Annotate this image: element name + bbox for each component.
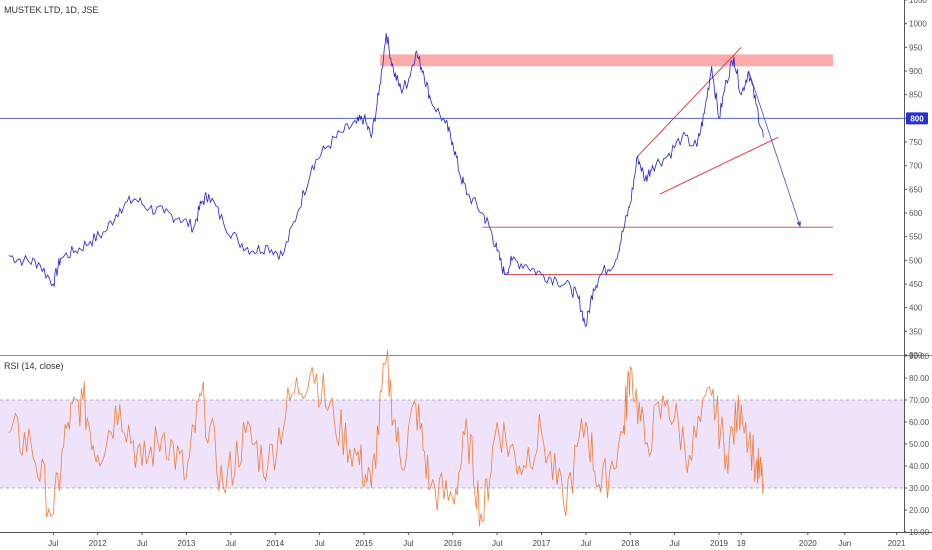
time-tick-label-19: 2021 [888,539,906,548]
time-tick-label-17: 2020 [799,539,817,548]
time-tick-label-11: 2017 [533,539,551,548]
price-tick-label-650: 650 [909,185,923,194]
price-tick-label-900: 900 [909,67,923,76]
time-tick-label-5: 2014 [266,539,284,548]
trend-lines [637,46,779,195]
rsi-band [0,400,904,488]
trend-line-1 [637,46,742,157]
time-axis-ticks: Jul 2012 Jul 2013 Jul 2014 Jul 2015 Jul 2016 Jul 20… [48,532,906,548]
price-axis-ticks: 300 350 400 450 500 550 600 650 700 750 800 850 900 9… [904,0,927,360]
price-tick-label-500: 500 [909,256,923,265]
time-tick-label-7: 2015 [355,539,373,548]
time-tick-label-16: 19 [737,539,746,548]
price-pane: MUSTEK LTD, 1D, JSE [0,5,904,328]
rsi-series-line [8,350,764,527]
rsi-tick-label-40.00: 40.00 [909,462,930,471]
time-tick-label-9: 2016 [444,539,462,548]
time-tick-label-10: Jul [492,539,502,548]
rsi-title: RSI (14, close) [4,361,64,371]
price-tick-label-400: 400 [909,304,923,313]
price-tick-label-1000: 1000 [909,20,927,29]
price-tick-label-700: 700 [909,162,923,171]
price-tick-label-350: 350 [909,327,923,336]
time-tick-label-14: Jul [670,539,680,548]
time-tick-label-15: 2019 [710,539,728,548]
last-price-badge-box [906,112,928,125]
time-tick-label-13: 2018 [621,539,639,548]
time-tick-label-6: Jul [314,539,324,548]
price-tick-label-450: 450 [909,280,923,289]
time-tick-label-0: Jul [48,539,58,548]
price-tick-label-1050: 1050 [909,0,927,5]
time-tick-label-1: 2012 [89,539,107,548]
time-tick-label-2: Jul [137,539,147,548]
price-tick-label-550: 550 [909,233,923,242]
trend-line-2 [659,136,779,195]
chart-title: MUSTEK LTD, 1D, JSE [4,5,98,15]
rsi-tick-label-70.00: 70.00 [909,396,930,405]
price-tick-label-300: 300 [909,351,923,360]
price-tick-label-850: 850 [909,91,923,100]
rsi-tick-label-80.00: 80.00 [909,374,930,383]
rsi-tick-label-90.00: 90.00 [909,352,930,361]
time-tick-label-12: Jul [581,539,591,548]
last-price-badge: 800 [906,112,928,125]
rsi-pane: RSI (14, close) [0,350,904,527]
time-tick-label-18: Jun [838,539,851,548]
time-tick-label-3: 2013 [178,539,196,548]
rsi-tick-label-20.00: 20.00 [909,506,930,515]
horizontal-lines [0,117,904,275]
last-price-badge-label: 800 [910,114,924,123]
time-tick-label-4: Jul [226,539,236,548]
price-series-line [8,33,764,328]
price-tick-label-750: 750 [909,138,923,147]
time-tick-label-8: Jul [403,539,413,548]
rsi-tick-label-60.00: 60.00 [909,418,930,427]
price-tick-label-950: 950 [909,43,923,52]
resistance-zone [380,54,833,67]
rsi-tick-label-30.00: 30.00 [909,484,930,493]
rsi-tick-label-50.00: 50.00 [909,440,930,449]
price-tick-label-600: 600 [909,209,923,218]
projection-arrow [748,70,801,228]
projection-arrowhead [796,221,801,228]
